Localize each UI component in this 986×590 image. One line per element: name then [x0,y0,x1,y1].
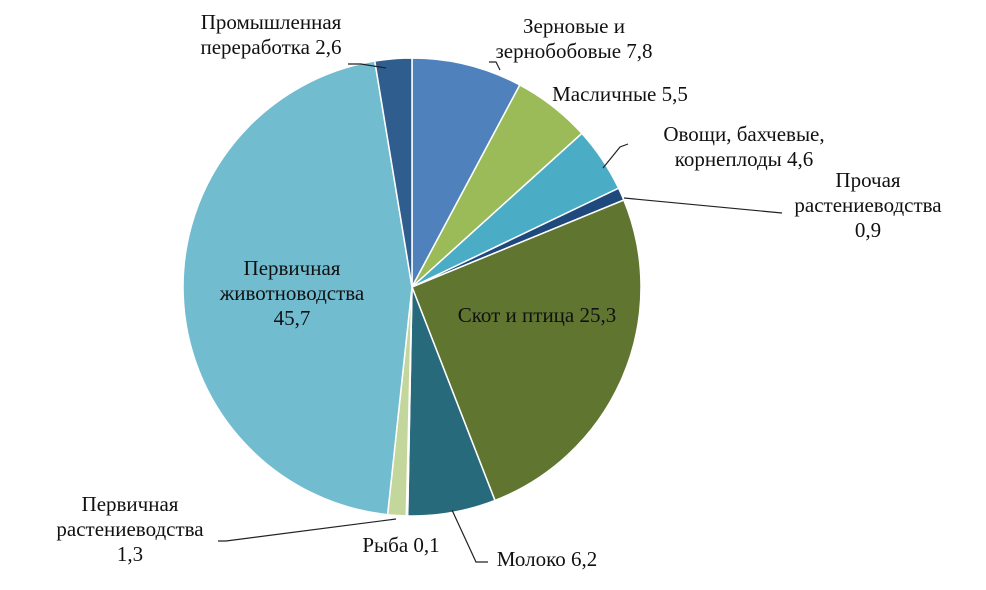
slice-label-line: Овощи, бахчевые, [663,122,824,146]
leader-line [451,509,488,563]
slice-label-line: Прочая [835,168,901,192]
slice-label-line: 1,3 [117,542,143,566]
label-leader-lines [218,61,783,563]
slice-label: Овощи, бахчевые, корнеплоды 4,6 [663,122,824,171]
slice-label: Молоко 6,2 [497,547,598,571]
slice-label-line: Промышленная [201,10,342,34]
leader-line [602,143,629,169]
leader-line [348,63,387,69]
pie-slice [182,60,413,516]
slice-label-line: Зерновые и [523,14,625,38]
slice-label-line: Скот и птица 25,3 [458,303,617,327]
slice-label: Скот и птица 25,3 [458,303,617,327]
pie-slice [411,199,642,502]
slice-label-line: растениеводства [56,517,204,541]
slice-label-line: Масличные 5,5 [552,82,688,106]
slice-label-line: растениеводства [794,193,942,217]
slice-label: Масличные 5,5 [552,82,688,106]
slice-label: Первичная растениеводства 1,3 [56,492,204,566]
slice-label-line: 0,9 [855,218,881,242]
slice-label-line: Молоко 6,2 [497,547,598,571]
pie-slice [411,57,521,288]
slice-label: Промышленная переработка 2,6 [201,10,342,59]
leader-line [489,61,501,71]
slice-label-line: Первичная [82,492,179,516]
slice-label-line: животноводства [219,281,365,305]
pie-slices [182,57,642,517]
slice-label-line: Первичная [244,256,341,280]
slice-label-line: переработка 2,6 [201,35,342,59]
leader-line [218,518,397,542]
pie-slice [373,57,413,288]
slice-label-line: 45,7 [274,306,311,330]
slice-label-line: зернобобовые 7,8 [495,39,652,63]
slice-label: Рыба 0,1 [362,533,439,557]
slice-label: Зерновые и зернобобовые 7,8 [495,14,652,63]
slice-label-line: корнеплоды 4,6 [675,147,814,171]
slice-label-line: Рыба 0,1 [362,533,439,557]
slice-label: Первичная животноводства 45,7 [219,256,365,330]
leader-line [623,197,783,214]
slice-labels: Зерновые и зернобобовые 7,8 Масличные 5,5 О… [56,10,942,571]
slice-label: Прочая растениеводства 0,9 [794,168,942,242]
